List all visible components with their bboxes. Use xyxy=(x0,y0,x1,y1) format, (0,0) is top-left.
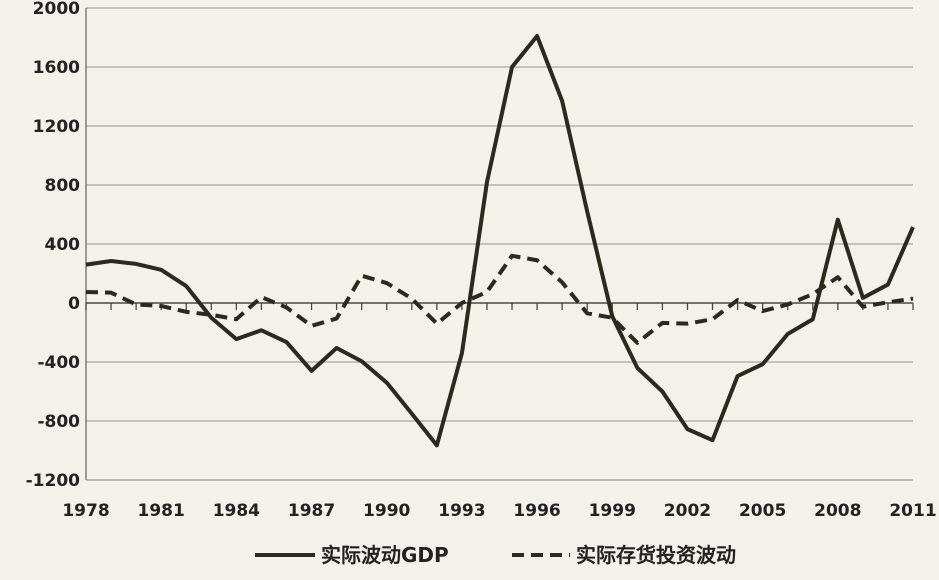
y-tick-label: 0 xyxy=(68,294,80,314)
series-line-gdp xyxy=(85,34,915,448)
x-tick-label: 1981 xyxy=(138,501,185,521)
x-tick-label: 1999 xyxy=(589,501,636,521)
x-tick-label: 2002 xyxy=(664,501,711,521)
x-tick-label: 2008 xyxy=(814,501,861,521)
axes: 2000 1600 1200 800 400 0 -400 -800 -1200 1978 1981… xyxy=(26,0,937,521)
legend-label-gdp: 实际波动GDP xyxy=(321,543,449,567)
x-tick-label: 2005 xyxy=(739,501,786,521)
x-tick-label: 1984 xyxy=(213,501,260,521)
y-tick-label: 2000 xyxy=(33,0,80,19)
x-tick-label: 1996 xyxy=(513,501,560,521)
series-lines xyxy=(85,34,915,448)
y-tick-label: 800 xyxy=(45,176,81,196)
series-line-inventory xyxy=(85,253,914,345)
y-tick-label: 1600 xyxy=(33,58,80,78)
x-tick-label: 1993 xyxy=(438,501,485,521)
y-tick-label: -800 xyxy=(37,412,80,432)
x-tick-label: 1987 xyxy=(288,501,335,521)
y-tick-label: -1200 xyxy=(26,471,81,491)
x-tick-label: 1978 xyxy=(62,501,109,521)
x-tick-label: 2011 xyxy=(889,501,936,521)
y-tick-label: -400 xyxy=(37,353,80,373)
legend-label-inventory: 实际存货投资波动 xyxy=(576,543,736,567)
gridlines xyxy=(86,7,913,481)
y-tick-label: 400 xyxy=(45,235,81,255)
x-tick-label: 1990 xyxy=(363,501,410,521)
y-tick-label: 1200 xyxy=(33,117,80,137)
legend: 实际波动GDP 实际存货投资波动 xyxy=(255,543,736,567)
